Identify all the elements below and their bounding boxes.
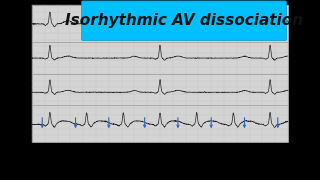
FancyBboxPatch shape — [82, 1, 286, 40]
Bar — [32, 5, 288, 142]
Text: Isorhythmic AV dissociation: Isorhythmic AV dissociation — [65, 13, 303, 28]
